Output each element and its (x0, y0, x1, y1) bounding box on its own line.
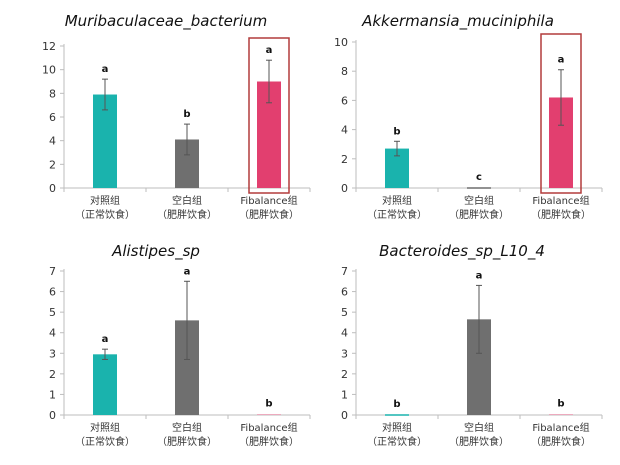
x-tick-sublabel: （肥胖饮食） (449, 208, 509, 221)
significance-label: b (557, 399, 564, 410)
error-bar (476, 284, 482, 354)
x-tick-sublabel: （肥胖饮食） (449, 435, 509, 448)
y-tick-label: 10 (334, 36, 348, 49)
x-tick-label: Fibalance组 (532, 421, 589, 434)
y-tick-label: 2 (341, 153, 348, 166)
x-tick-sublabel: （肥胖饮食） (157, 208, 217, 221)
y-tick-label: 8 (49, 87, 56, 100)
chart-title: Bacteroides_sp_L10_4 (379, 242, 545, 261)
significance-label: a (102, 334, 109, 345)
y-tick-label: 10 (42, 64, 56, 77)
x-tick-label: 空白组 (172, 194, 202, 207)
x-tick-sublabel: （肥胖饮食） (239, 435, 299, 448)
chart-title: Akkermansia_muciniphila (361, 12, 554, 31)
significance-label: a (266, 45, 273, 56)
x-tick-sublabel: （正常饮食） (367, 208, 427, 221)
significance-label: b (183, 109, 190, 120)
x-tick-sublabel: （正常饮食） (75, 208, 135, 221)
x-tick-label: 空白组 (172, 421, 202, 434)
y-tick-label: 4 (341, 124, 348, 137)
x-tick-sublabel: （肥胖饮食） (157, 435, 217, 448)
chart-bacteroides: Bacteroides_sp_L10_4 0 1 2 3 4 5 6 7 b 对照组（正常饮食） a 空… (341, 242, 603, 448)
y-tick-label: 3 (341, 347, 348, 360)
y-tick-label: 12 (42, 40, 56, 53)
chart-title: Muribaculaceae_bacterium (65, 12, 268, 31)
significance-label: a (476, 270, 483, 281)
highlight-box (248, 37, 290, 194)
y-tick-label: 2 (341, 368, 348, 381)
x-tick-label: Fibalance组 (532, 194, 589, 207)
y-tick-label: 5 (49, 306, 56, 319)
chart-title: Alistipes_sp (111, 242, 200, 261)
x-tick-label: 对照组 (90, 421, 120, 434)
y-tick-label: 6 (341, 94, 348, 107)
error-bar (558, 69, 564, 126)
error-bar (394, 140, 400, 157)
y-tick-label: 6 (49, 111, 56, 124)
y-tick-label: 3 (49, 347, 56, 360)
y-tick-label: 4 (49, 135, 56, 148)
x-tick-sublabel: （正常饮食） (367, 435, 427, 448)
y-tick-label: 2 (49, 368, 56, 381)
y-tick-label: 5 (341, 306, 348, 319)
y-tick-label: 6 (49, 286, 56, 299)
x-tick-sublabel: （肥胖饮食） (531, 435, 591, 448)
x-tick-label: 空白组 (464, 421, 494, 434)
y-tick-label: 8 (341, 65, 348, 78)
y-tick-label: 1 (341, 388, 348, 401)
significance-label: a (102, 64, 109, 75)
error-bar (184, 280, 190, 360)
x-tick-label: Fibalance组 (240, 194, 297, 207)
x-tick-sublabel: （正常饮食） (75, 435, 135, 448)
y-tick-label: 0 (49, 409, 56, 422)
significance-label: b (393, 126, 400, 137)
x-tick-label: 对照组 (90, 194, 120, 207)
x-tick-sublabel: （肥胖饮食） (531, 208, 591, 221)
y-tick-label: 6 (341, 286, 348, 299)
error-bar (266, 59, 272, 104)
y-tick-label: 7 (341, 265, 348, 278)
highlight-box (540, 33, 582, 194)
significance-label: c (476, 172, 482, 183)
y-tick-label: 0 (341, 409, 348, 422)
error-bar (102, 78, 108, 111)
y-tick-label: 7 (49, 265, 56, 278)
significance-label: a (184, 266, 191, 277)
y-tick-label: 2 (49, 158, 56, 171)
y-tick-label: 1 (49, 388, 56, 401)
y-tick-label: 4 (49, 327, 56, 340)
error-bar (102, 348, 108, 360)
significance-label: b (265, 399, 272, 410)
chart-akkermansia: Akkermansia_muciniphila 0 2 4 6 8 10 b 对照组（正常饮食）… (334, 12, 603, 221)
bar (93, 354, 117, 415)
error-bar (184, 123, 190, 156)
x-tick-label: 对照组 (382, 421, 412, 434)
y-tick-label: 0 (49, 182, 56, 195)
x-tick-label: Fibalance组 (240, 421, 297, 434)
significance-label: a (558, 55, 565, 66)
x-tick-label: 对照组 (382, 194, 412, 207)
chart-alistipes: Alistipes_sp01234567a对照组（正常饮食）a空白组（肥胖饮食）… (49, 242, 311, 448)
x-tick-label: 空白组 (464, 194, 494, 207)
y-tick-label: 4 (341, 327, 348, 340)
significance-label: b (393, 399, 400, 410)
chart-muribaculaceae: Muribaculaceae_bacterium 0 2 4 6 8 10 12 a 对照组（正常… (42, 12, 311, 221)
y-tick-label: 0 (341, 182, 348, 195)
x-tick-sublabel: （肥胖饮食） (239, 208, 299, 221)
